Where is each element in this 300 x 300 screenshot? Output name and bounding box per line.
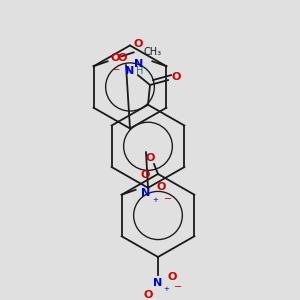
Text: O: O: [141, 170, 150, 180]
Text: O: O: [157, 182, 166, 192]
Text: N: N: [125, 66, 135, 76]
Text: −: −: [174, 282, 182, 292]
Text: +: +: [153, 197, 159, 203]
Text: H: H: [136, 66, 144, 76]
Text: −: −: [112, 65, 120, 75]
Text: N: N: [153, 278, 163, 288]
Text: +: +: [125, 68, 131, 74]
Text: −: −: [164, 194, 172, 204]
Text: O: O: [145, 153, 155, 163]
Text: O: O: [171, 72, 181, 82]
Text: O: O: [143, 290, 153, 300]
Text: CH₃: CH₃: [144, 47, 162, 57]
Text: N: N: [141, 188, 150, 198]
Text: O: O: [134, 40, 143, 50]
Text: O: O: [167, 272, 177, 282]
Text: O: O: [118, 53, 127, 63]
Text: O: O: [111, 53, 120, 63]
Text: +: +: [163, 286, 169, 292]
Text: N: N: [134, 59, 143, 69]
